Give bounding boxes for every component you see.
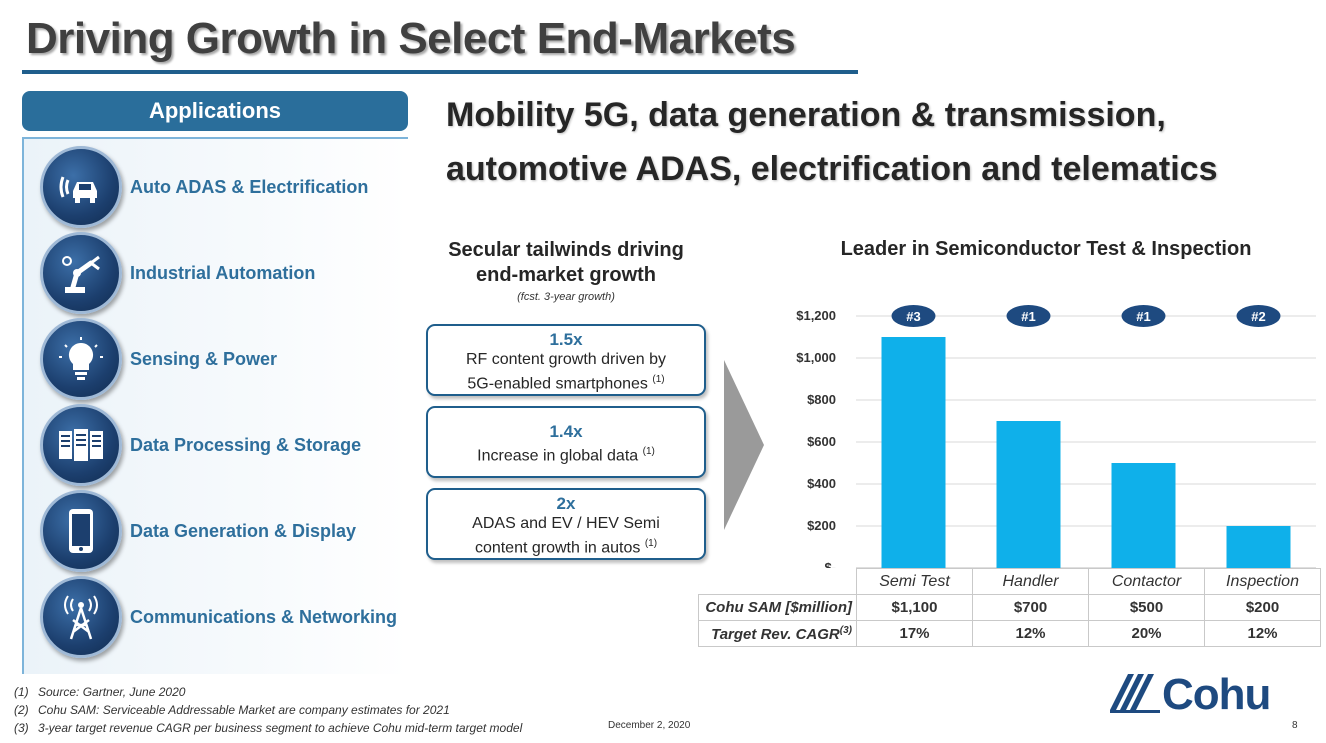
y-tick-label: $600 — [807, 434, 836, 449]
growth-box-rf: 1.5x RF content growth driven by 5G-enab… — [426, 324, 706, 396]
table-category-row: Semi Test Handler Contactor Inspection — [699, 568, 1321, 595]
growth-desc-line2: content growth in autos (1) — [474, 538, 658, 557]
y-tick-label: $1,200 — [796, 308, 836, 323]
y-tick-label: $200 — [807, 518, 836, 533]
footnotes: (1) Source: Gartner, June 2020 (2) Cohu SA… — [14, 683, 522, 737]
car-radar-icon — [40, 146, 122, 228]
rank-badge — [1121, 305, 1166, 327]
headline-line2: automotive ADAS, electrification and tel… — [446, 150, 1218, 188]
headline: Mobility 5G, data generation & transmiss… — [446, 88, 1306, 196]
secular-title-line2: end-market growth — [475, 264, 657, 286]
y-tick-label: $- — [824, 560, 836, 568]
cell-tower-icon — [40, 576, 122, 658]
secular-title: Secular tailwinds driving end-market gro… — [426, 238, 706, 288]
growth-value: 2x — [556, 494, 576, 513]
rank-label: #1 — [1136, 309, 1150, 324]
category-label: Handler — [972, 568, 1089, 595]
cohu-logo-mark-icon — [1110, 674, 1160, 713]
rank-badge — [1236, 305, 1281, 327]
flow-arrow-icon — [724, 360, 764, 530]
app-label: Industrial Automation — [130, 263, 316, 283]
bar-handler — [996, 421, 1061, 568]
footnote: (3) 3-year target revenue CAGR per busine… — [14, 721, 523, 735]
table-cell: $200 — [1204, 594, 1321, 621]
category-label: Inspection — [1204, 568, 1321, 595]
table-cell: 12% — [972, 620, 1089, 647]
bar-contactor — [1111, 463, 1176, 568]
app-label: Communications & Networking — [130, 607, 398, 627]
y-tick-label: $800 — [807, 392, 836, 407]
secular-title-line1: Secular tailwinds driving — [448, 239, 684, 261]
footnote-ref: (1) — [642, 446, 655, 457]
server-rack-icon — [40, 404, 122, 486]
app-item-auto: Auto ADAS & Electrification — [40, 146, 420, 232]
chart-title: Leader in Semiconductor Test & Inspectio… — [840, 238, 1252, 260]
row-label: Target Rev. CAGR(3) — [698, 620, 857, 647]
rank-label: #3 — [906, 309, 920, 324]
footer-date: December 2, 2020 — [608, 720, 691, 731]
growth-box-adas: 2x ADAS and EV / HEV Semi content growth… — [426, 488, 706, 560]
app-label: Sensing & Power — [130, 349, 278, 369]
rank-badge — [891, 305, 936, 327]
footnote-ref: (1) — [652, 374, 665, 385]
rank-badge — [1006, 305, 1051, 327]
growth-value: 1.4x — [549, 422, 583, 441]
footnote: (2) Cohu SAM: Serviceable Addressable Mar… — [14, 703, 450, 717]
table-cell: $500 — [1088, 594, 1205, 621]
app-item-communications: Communications & Networking — [40, 576, 420, 662]
row-label: Cohu SAM [$million] — [698, 594, 857, 621]
headline-line1: Mobility 5G, data generation & transmiss… — [446, 96, 1166, 134]
app-item-data-processing: Data Processing & Storage — [40, 404, 420, 490]
table-cell: $700 — [972, 594, 1089, 621]
growth-value: 1.5x — [549, 330, 583, 349]
logo-text: Cohu — [1162, 670, 1271, 719]
table-row: Target Rev. CAGR(3) 17% 12% 20% 12% — [698, 620, 1321, 647]
lightbulb-icon — [40, 318, 122, 400]
app-item-data-generation: Data Generation & Display — [40, 490, 420, 576]
app-item-sensing: Sensing & Power — [40, 318, 420, 404]
footnote: (1) Source: Gartner, June 2020 — [14, 685, 186, 699]
table-row: Cohu SAM [$million] $1,100 $700 $500 $20… — [698, 594, 1321, 621]
page-number: 8 — [1292, 720, 1298, 731]
rank-label: #2 — [1251, 309, 1265, 324]
category-label: Semi Test — [856, 568, 973, 595]
cohu-logo: Cohu — [1108, 670, 1278, 720]
y-tick-label: $400 — [807, 476, 836, 491]
category-label: Contactor — [1088, 568, 1205, 595]
title-rule — [22, 70, 858, 74]
sam-table: Semi Test Handler Contactor Inspection C… — [698, 568, 1321, 647]
footnote-ref: (3) — [839, 624, 852, 636]
table-cell: $1,100 — [856, 594, 973, 621]
growth-desc-line1: RF content growth driven by — [465, 351, 667, 368]
secular-subtitle: (fcst. 3-year growth) — [517, 291, 615, 303]
bar-semi-test — [881, 337, 946, 568]
footnote-ref: (1) — [644, 538, 658, 549]
applications-header: Applications — [22, 91, 408, 131]
table-cell: 12% — [1204, 620, 1321, 647]
growth-box-data: 1.4x Increase in global data (1) — [426, 406, 706, 478]
robot-arm-icon — [40, 232, 122, 314]
app-label: Data Generation & Display — [130, 521, 357, 541]
table-cell: 20% — [1088, 620, 1205, 647]
growth-desc-line1: ADAS and EV / HEV Semi — [472, 515, 660, 532]
app-item-industrial: Industrial Automation — [40, 232, 420, 318]
smartphone-icon — [40, 490, 122, 572]
table-cell: 17% — [856, 620, 973, 647]
bar-chart: $- $200 $400 $600 $800 $1,000 $1,200 #3 #1 #1 #2 — [796, 305, 1316, 568]
app-label: Data Processing & Storage — [130, 435, 362, 455]
growth-desc-line1: Increase in global data (1) — [477, 446, 655, 465]
bar-inspection — [1226, 526, 1291, 568]
page-title: Driving Growth in Select End-Markets — [26, 14, 796, 63]
rank-label: #1 — [1021, 309, 1035, 324]
growth-desc-line2: 5G-enabled smartphones (1) — [467, 374, 665, 393]
app-label: Auto ADAS & Electrification — [130, 177, 369, 197]
y-tick-label: $1,000 — [796, 350, 836, 365]
